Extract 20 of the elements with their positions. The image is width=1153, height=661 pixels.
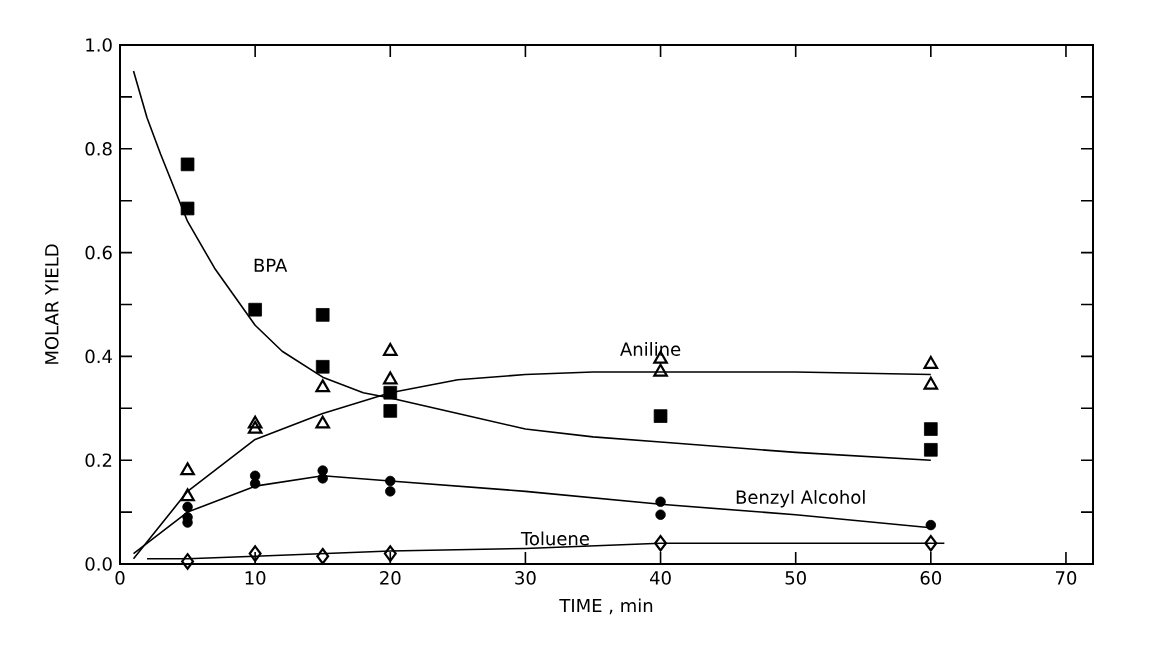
x-tick-label: 30 [515,571,536,585]
x-tick-label: 0 [115,571,125,585]
y-tick-label: 1.0 [86,38,112,52]
x-tick-label: 70 [1055,571,1077,585]
y-tick-label: 0.6 [85,245,112,260]
y-axis-title: MOLAR YIELD [44,244,59,364]
y-tick-label: 0.8 [85,142,112,156]
series-label: Toluene [520,531,589,546]
y-tick-label: 0.4 [85,349,112,364]
x-tick-label: 20 [380,571,401,585]
y-tick-label: 0.2 [85,453,112,468]
x-tick-label: 60 [920,571,942,585]
series-label: Benzyl Alcohol [736,489,865,508]
series-label: BPA [254,258,288,272]
series-label: Aniline [620,342,681,356]
x-tick-label: 50 [785,571,806,585]
x-tick-label: 10 [245,571,266,585]
x-tick-label: 40 [649,571,671,585]
y-tick-label: 0.0 [85,557,112,571]
x-axis-title: TIME , min [559,598,653,615]
